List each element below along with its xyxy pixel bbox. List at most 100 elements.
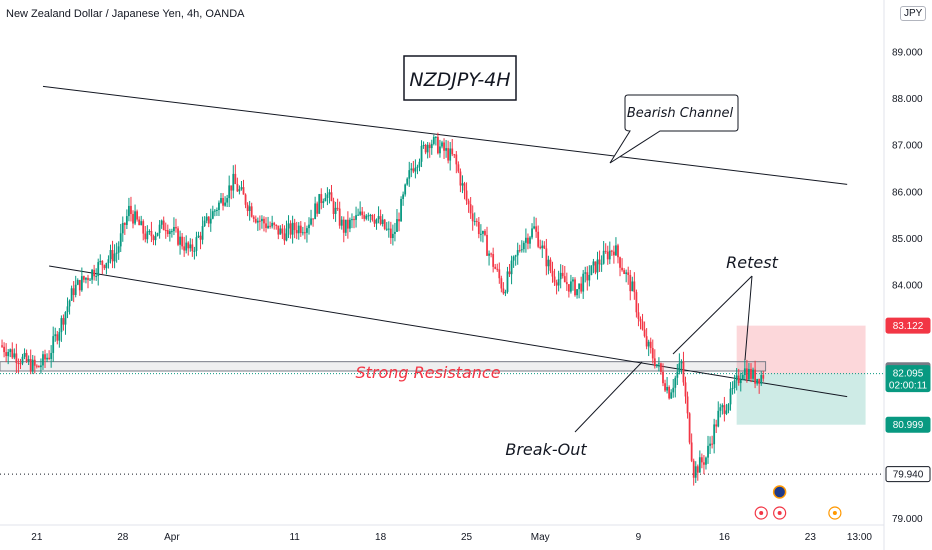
candle-body [271,222,274,227]
candle-body [318,194,321,214]
candle-body [195,237,198,251]
candle-body [756,378,759,384]
candle-body [119,233,122,247]
candle-body [97,262,100,276]
candle-body [447,148,450,161]
candle-body [647,341,650,347]
candle-body [109,250,112,260]
candle-body [527,237,529,244]
candle-body [610,250,613,252]
candle-body [658,363,660,365]
candle-body [46,357,48,360]
candle-body [277,225,280,235]
x-tick-label: 25 [461,532,473,543]
candle-body [256,220,259,223]
channel-lower-line [49,265,848,398]
candle-body [95,275,98,277]
candle-body [737,375,740,384]
candle-body [78,280,81,291]
candle-body [89,279,91,281]
candle-body [334,207,337,214]
candle-body [279,228,282,235]
candle-body [25,352,28,362]
candle-body [285,228,288,241]
candle-body [310,218,312,225]
flag-event-icon [772,485,787,499]
currency-button[interactable]: JPY [900,6,927,21]
bearish-channel-callout [609,94,739,164]
candle-body [121,222,124,234]
candle-body [346,219,349,229]
candle-body [561,272,564,277]
candle-body [136,211,139,220]
candle-body [498,269,501,279]
event-marker-dot [777,511,782,515]
candle-body [289,223,292,235]
candle-body [87,277,89,281]
candle-body [590,265,593,275]
candle-body [678,363,681,372]
candle-body [430,143,433,149]
countdown-label: 02:00:11 [889,381,928,392]
candle-body [132,214,134,224]
candle-body [479,233,482,235]
event-marker-dot [759,511,764,515]
candle-body [604,250,607,252]
candle-body [222,198,224,206]
candle-body [76,280,79,285]
candle-body [733,380,736,388]
candle-body [428,144,431,149]
x-tick-label: 16 [719,532,731,543]
x-tick-label: 9 [636,532,642,543]
candle-body [125,216,128,225]
candle-body [606,251,609,260]
candle-body [717,410,720,427]
candle-body [684,382,687,397]
candle-body [152,236,155,241]
candle-body [668,386,671,399]
candle-body [424,145,427,153]
candle-body [283,233,286,241]
candle-body [396,219,398,232]
y-tick-label: 86.000 [892,187,923,198]
candle-body [359,211,362,215]
candle-body [183,246,186,251]
candle-body [185,242,188,251]
candle-body [680,361,683,364]
candle-body [293,222,296,231]
candle-body [177,228,179,245]
candle-body [391,233,394,239]
candle-body [619,257,621,268]
break-out-arrow [574,361,643,433]
candle-body [52,336,55,353]
candle-body [128,205,130,217]
candle-body [203,220,206,227]
candle-body [741,375,744,380]
candle-body [473,220,476,222]
candle-body [301,232,304,234]
candle-body [400,198,402,222]
candle-body [434,136,437,138]
candle-body [565,282,568,285]
candle-body [731,387,734,389]
candle-body [353,219,355,221]
candle-body [662,371,664,384]
candle-body [660,363,662,372]
candle-body [563,276,566,283]
candle-body [246,204,249,212]
candle-body [760,375,763,384]
candle-body [232,173,235,191]
candle-body [351,219,353,221]
candle-body [187,242,190,249]
candle-body [273,222,276,225]
candle-body [314,203,317,220]
candle-body [494,266,497,269]
candle-body [156,232,159,236]
candle-body [299,225,302,234]
candle-body [469,204,472,214]
candle-body [332,201,335,214]
candle-body [1,345,3,347]
candle-body [330,192,333,202]
price-label-box [885,365,931,393]
